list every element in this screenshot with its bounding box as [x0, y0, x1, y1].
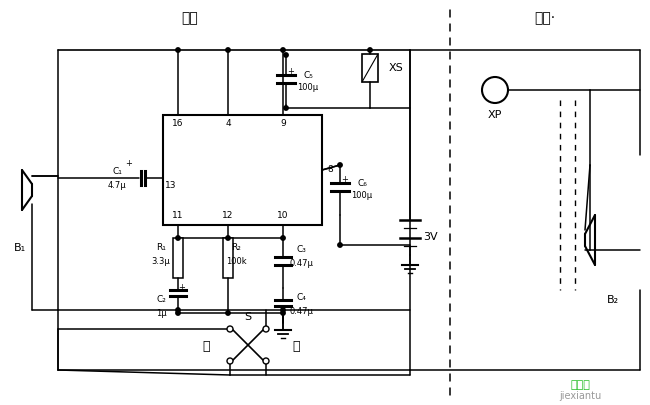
Circle shape — [226, 236, 230, 240]
Text: C₁: C₁ — [112, 168, 122, 177]
Bar — [173, 238, 183, 278]
Bar — [163, 115, 322, 225]
Text: B₂: B₂ — [607, 295, 619, 305]
Circle shape — [482, 77, 508, 103]
Text: C₅: C₅ — [303, 70, 313, 79]
Text: 9: 9 — [280, 119, 286, 128]
Text: 100k: 100k — [226, 258, 246, 266]
Text: 100μ: 100μ — [352, 192, 372, 200]
Text: +: + — [125, 160, 133, 168]
Text: 讲: 讲 — [292, 341, 300, 354]
Circle shape — [338, 243, 342, 247]
Circle shape — [338, 163, 342, 167]
Bar — [362, 54, 378, 82]
Bar — [223, 238, 233, 278]
Text: +: + — [287, 66, 294, 75]
Circle shape — [176, 308, 180, 312]
Circle shape — [176, 48, 180, 52]
Circle shape — [176, 236, 180, 240]
Circle shape — [176, 311, 180, 315]
Circle shape — [281, 48, 285, 52]
Text: C₃: C₃ — [296, 245, 306, 254]
Text: 100μ: 100μ — [298, 83, 318, 92]
Circle shape — [281, 236, 285, 240]
Circle shape — [281, 311, 285, 315]
Text: B₁: B₁ — [14, 243, 26, 253]
Text: 3V: 3V — [422, 232, 437, 242]
Circle shape — [263, 326, 269, 332]
Text: XS: XS — [389, 63, 404, 73]
Text: 接线图: 接线图 — [570, 380, 590, 390]
Text: 13: 13 — [165, 181, 177, 190]
Text: C₂: C₂ — [156, 296, 166, 305]
Text: 12: 12 — [222, 211, 234, 220]
Circle shape — [227, 358, 233, 364]
Text: jiexiantu: jiexiantu — [559, 391, 601, 401]
Text: S: S — [244, 312, 252, 322]
Circle shape — [226, 48, 230, 52]
Text: 0.47μ: 0.47μ — [289, 307, 313, 315]
Circle shape — [226, 311, 230, 315]
Circle shape — [227, 326, 233, 332]
Text: C₄: C₄ — [296, 294, 306, 303]
Circle shape — [281, 308, 285, 312]
Text: +: + — [341, 175, 348, 183]
Text: 1μ: 1μ — [156, 309, 166, 318]
Circle shape — [284, 106, 288, 110]
Text: XP: XP — [488, 110, 502, 120]
Text: +: + — [179, 284, 185, 292]
Circle shape — [284, 53, 288, 57]
Text: R₂: R₂ — [231, 243, 241, 252]
Text: 乙机·: 乙机· — [534, 11, 556, 25]
Text: 10: 10 — [278, 211, 289, 220]
Circle shape — [368, 48, 372, 52]
Text: 16: 16 — [172, 119, 184, 128]
Text: C₆: C₆ — [357, 179, 367, 188]
Text: 甲机: 甲机 — [181, 11, 198, 25]
Circle shape — [263, 358, 269, 364]
Text: 3.3μ: 3.3μ — [151, 258, 170, 266]
Text: R₁: R₁ — [156, 243, 166, 252]
Text: 4: 4 — [225, 119, 231, 128]
Text: 4.7μ: 4.7μ — [108, 181, 126, 190]
Text: 听: 听 — [202, 341, 210, 354]
Text: 8: 8 — [327, 166, 333, 175]
Text: 0.47μ: 0.47μ — [289, 258, 313, 267]
Text: 11: 11 — [172, 211, 184, 220]
